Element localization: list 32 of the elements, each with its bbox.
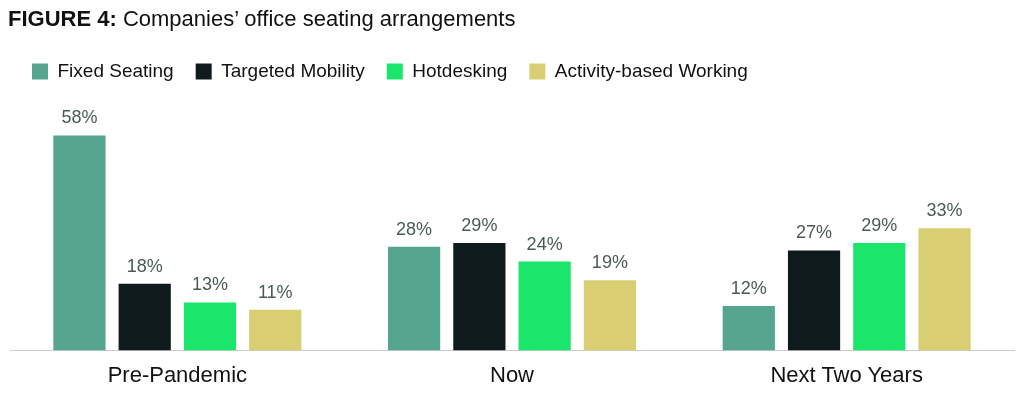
data-label: 27% bbox=[796, 222, 833, 243]
bar bbox=[518, 261, 571, 351]
data-label: 19% bbox=[591, 252, 628, 273]
data-label: 29% bbox=[861, 215, 898, 236]
bar bbox=[53, 135, 106, 351]
bar bbox=[722, 306, 775, 351]
data-label: 33% bbox=[926, 200, 963, 221]
data-label: 18% bbox=[126, 255, 163, 276]
legend-label: Hotdesking bbox=[412, 59, 508, 81]
data-label: 58% bbox=[61, 107, 98, 128]
bar bbox=[453, 243, 506, 351]
legend-label: Targeted Mobility bbox=[221, 59, 366, 81]
data-label: 12% bbox=[730, 278, 767, 299]
bar bbox=[388, 246, 441, 351]
data-label: 13% bbox=[191, 274, 228, 295]
chart-title: FIGURE 4: Companies’ office seating arrangements bbox=[8, 6, 516, 32]
bar bbox=[853, 243, 906, 351]
data-label: 28% bbox=[396, 218, 433, 239]
bar bbox=[118, 283, 171, 351]
data-label: 29% bbox=[461, 215, 498, 236]
legend-label: Fixed Seating bbox=[57, 59, 174, 81]
bar bbox=[583, 280, 636, 351]
x-tick-label: Pre-Pandemic bbox=[107, 361, 248, 387]
data-label: 11% bbox=[257, 281, 293, 302]
x-tick-label: Next Two Years bbox=[770, 361, 923, 387]
data-label: 24% bbox=[526, 233, 563, 254]
bar bbox=[249, 309, 302, 351]
bar bbox=[787, 250, 841, 351]
bar bbox=[918, 228, 971, 351]
legend-label: Activity-based Working bbox=[554, 59, 748, 81]
x-tick-label: Now bbox=[489, 361, 535, 387]
bar bbox=[183, 302, 237, 351]
